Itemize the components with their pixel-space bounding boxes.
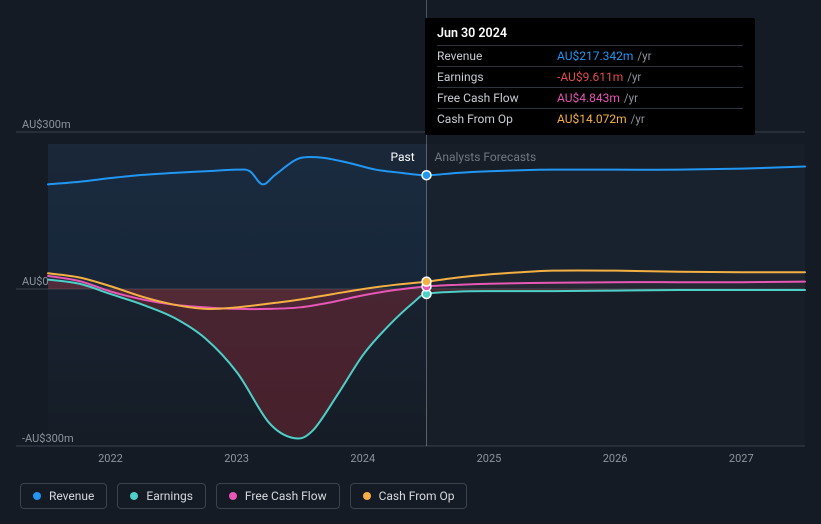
legend-label: Earnings	[146, 489, 193, 503]
y-tick-label: -AU$300m	[22, 432, 74, 445]
chart-tooltip: Jun 30 2024 Revenue AU$217.342m /yr Earn…	[425, 18, 755, 135]
legend-item-cfo[interactable]: Cash From Op	[350, 483, 468, 509]
x-tick-label: 2025	[477, 452, 502, 465]
tooltip-unit: /yr	[637, 49, 651, 63]
legend-label: Revenue	[49, 489, 94, 503]
legend-dot-icon	[229, 492, 237, 500]
tooltip-label: Earnings	[437, 70, 557, 84]
x-tick-label: 2023	[224, 452, 249, 465]
legend-dot-icon	[130, 492, 138, 500]
legend-dot-icon	[363, 492, 371, 500]
tooltip-row-earnings: Earnings -AU$9.611m /yr	[437, 66, 743, 87]
tooltip-title: Jun 30 2024	[437, 26, 743, 45]
x-tick-label: 2026	[603, 452, 628, 465]
tooltip-label: Cash From Op	[437, 112, 557, 126]
financials-forecast-chart: AU$300m AU$0 -AU$300m Past Analysts Fore…	[0, 0, 821, 524]
chart-legend: Revenue Earnings Free Cash Flow Cash Fro…	[20, 483, 467, 509]
x-tick-label: 2027	[729, 452, 754, 465]
legend-label: Free Cash Flow	[245, 489, 327, 503]
tooltip-row-fcf: Free Cash Flow AU$4.843m /yr	[437, 87, 743, 108]
legend-label: Cash From Op	[379, 489, 455, 503]
section-label-forecast: Analysts Forecasts	[435, 150, 537, 164]
tooltip-value: AU$4.843m	[557, 91, 620, 105]
tooltip-label: Revenue	[437, 49, 557, 63]
tooltip-row-revenue: Revenue AU$217.342m /yr	[437, 45, 743, 66]
legend-item-earnings[interactable]: Earnings	[117, 483, 206, 509]
tooltip-label: Free Cash Flow	[437, 91, 557, 105]
legend-item-fcf[interactable]: Free Cash Flow	[216, 483, 340, 509]
tooltip-value: AU$14.072m	[557, 112, 627, 126]
y-tick-label: AU$0	[22, 275, 49, 288]
tooltip-row-cfo: Cash From Op AU$14.072m /yr	[437, 108, 743, 129]
tooltip-unit: /yr	[627, 70, 641, 84]
tooltip-unit: /yr	[631, 112, 645, 126]
legend-item-revenue[interactable]: Revenue	[20, 483, 107, 509]
x-tick-label: 2022	[98, 452, 123, 465]
tooltip-value: -AU$9.611m	[557, 70, 623, 84]
tooltip-value: AU$217.342m	[557, 49, 633, 63]
section-label-past: Past	[391, 150, 415, 164]
x-tick-label: 2024	[350, 452, 375, 465]
tooltip-unit: /yr	[624, 91, 638, 105]
y-tick-label: AU$300m	[22, 118, 71, 131]
legend-dot-icon	[33, 492, 41, 500]
